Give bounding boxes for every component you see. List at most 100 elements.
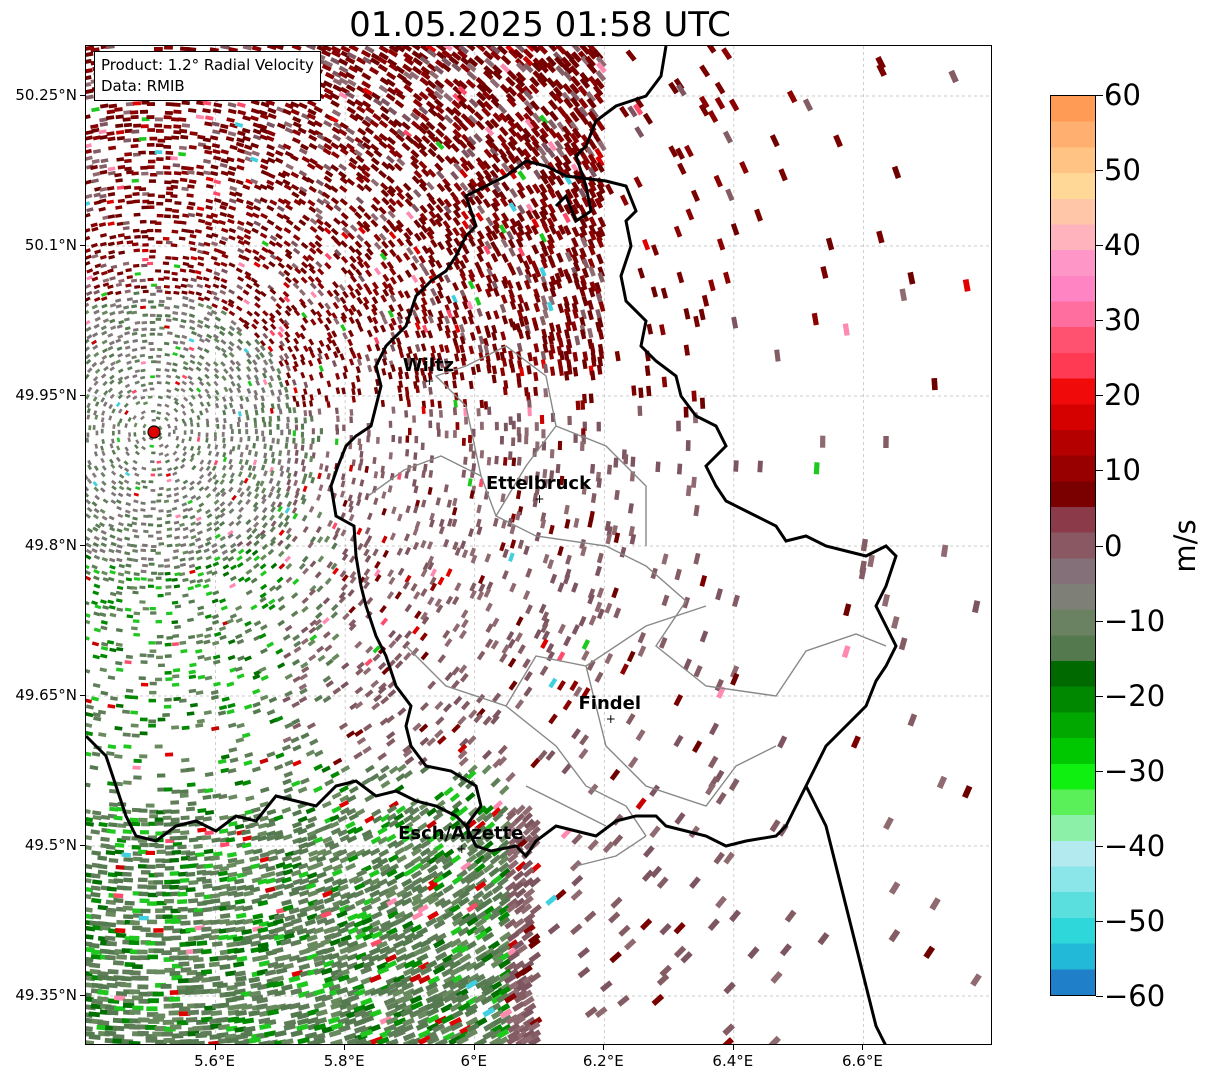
echo-cell	[156, 524, 163, 528]
echo-cell	[164, 452, 170, 458]
echo-cell	[100, 158, 109, 164]
echo-cell	[475, 325, 482, 335]
echo-cell	[93, 380, 99, 387]
echo-cell	[477, 268, 485, 279]
echo-cell	[374, 560, 381, 569]
echo-cell	[141, 234, 149, 239]
echo-cell	[187, 229, 195, 234]
echo-cell	[293, 479, 299, 487]
echo-cell	[397, 290, 405, 299]
echo-cell	[182, 295, 189, 301]
echo-cell	[364, 689, 374, 698]
echo-cell	[124, 166, 132, 171]
echo-cell	[149, 690, 157, 695]
echo-cell	[99, 164, 108, 169]
echo-cell	[228, 340, 235, 347]
echo-cell	[414, 343, 421, 353]
echo-cell	[194, 892, 205, 898]
echo-cell	[595, 190, 605, 203]
echo-cell	[335, 346, 341, 354]
echo-cell	[113, 878, 124, 884]
echo-cell	[207, 477, 213, 483]
echo-cell	[228, 227, 237, 234]
echo-cell	[322, 631, 331, 639]
echo-cell	[351, 388, 356, 396]
echo-cell	[91, 361, 98, 368]
echo-cell	[236, 326, 243, 333]
echo-cell	[86, 816, 94, 823]
echo-cell	[282, 198, 292, 206]
echo-cell	[543, 388, 549, 398]
echo-cell	[438, 344, 445, 353]
echo-cell	[778, 168, 788, 182]
echo-cell	[524, 118, 535, 130]
echo-cell	[300, 626, 309, 634]
echo-cell	[345, 135, 355, 144]
echo-cell	[450, 143, 460, 153]
echo-cell	[426, 48, 437, 58]
echo-cell	[523, 545, 530, 556]
echo-cell	[148, 562, 155, 566]
echo-cell	[509, 225, 518, 236]
echo-cell	[195, 291, 203, 297]
echo-cell	[378, 206, 387, 215]
echo-cell	[108, 415, 113, 421]
echo-cell	[253, 394, 259, 401]
echo-cell	[497, 744, 508, 756]
echo-cell	[609, 768, 621, 781]
echo-cell	[94, 316, 101, 322]
echo-cell	[134, 272, 141, 276]
echo-cell	[213, 275, 221, 282]
echo-cell	[174, 543, 181, 548]
echo-cell	[180, 649, 188, 654]
echo-cell	[165, 578, 172, 582]
echo-cell	[517, 359, 523, 370]
echo-cell	[418, 105, 429, 116]
echo-cell	[483, 245, 491, 255]
echo-cell	[310, 318, 317, 326]
echo-cell	[419, 632, 428, 642]
echo-cell	[154, 117, 163, 122]
echo-cell	[267, 157, 276, 164]
echo-cell	[427, 372, 433, 381]
echo-cell	[268, 415, 273, 422]
echo-cell	[434, 98, 444, 108]
echo-cell	[322, 147, 332, 156]
echo-cell	[338, 58, 349, 67]
echo-cell	[412, 92, 423, 102]
echo-cell	[123, 744, 132, 749]
echo-cell	[243, 890, 254, 897]
echo-cell	[650, 286, 659, 298]
echo-cell	[92, 135, 102, 141]
echo-cell	[174, 200, 182, 206]
echo-cell	[166, 534, 173, 538]
echo-cell	[194, 228, 202, 234]
echo-cell	[277, 619, 285, 627]
echo-cell	[571, 294, 579, 306]
echo-cell	[331, 126, 341, 135]
echo-cell	[205, 536, 213, 542]
echo-cell	[418, 148, 429, 158]
echo-cell	[491, 374, 497, 384]
echo-cell	[549, 573, 558, 584]
echo-cell	[578, 615, 587, 627]
echo-cell	[341, 662, 350, 670]
echo-cell	[444, 344, 450, 354]
echo-cell	[316, 198, 325, 206]
echo-cell	[351, 351, 357, 359]
echo-cell	[164, 110, 173, 115]
echo-cell	[269, 329, 276, 337]
echo-cell	[571, 833, 583, 845]
echo-cell	[405, 435, 410, 443]
echo-cell	[372, 113, 382, 122]
echo-cell	[182, 507, 189, 513]
echo-cell	[228, 508, 235, 514]
echo-cell	[739, 161, 749, 175]
echo-cell	[229, 122, 238, 129]
echo-cell	[199, 459, 205, 465]
echo-cell	[331, 633, 340, 641]
echo-cell	[146, 228, 154, 233]
echo-cell	[117, 513, 124, 519]
echo-cell	[229, 191, 237, 197]
echo-cell	[340, 212, 349, 220]
